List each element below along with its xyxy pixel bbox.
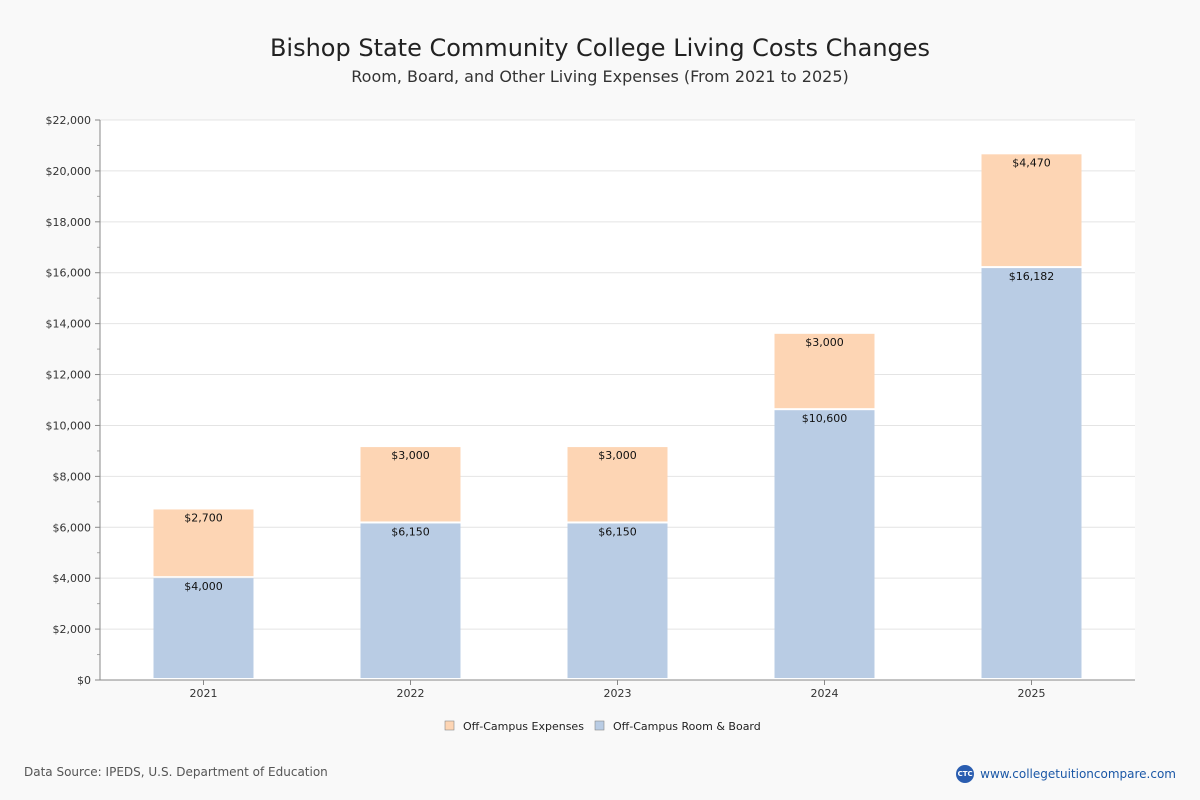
x-tick-label: 2022 [397,687,425,700]
legend-label: Off-Campus Room & Board [613,720,761,733]
bar-expenses [774,333,875,409]
site-link[interactable]: CTC www.collegetuitioncompare.com [956,765,1176,783]
y-tick-label: $22,000 [46,114,92,127]
data-label: $16,182 [1009,270,1055,283]
legend-swatch [444,720,455,731]
chart-subtitle: Room, Board, and Other Living Expenses (… [351,67,849,86]
bar-room-board [153,578,254,678]
data-label: $3,000 [598,449,637,462]
bar-expenses [981,154,1082,267]
y-tick-label: $18,000 [46,216,92,229]
bar-expenses [567,447,668,522]
y-tick-label: $12,000 [46,369,92,382]
data-source-note: Data Source: IPEDS, U.S. Department of E… [24,765,328,779]
data-label: $4,000 [184,580,223,593]
x-tick-label: 2025 [1018,687,1046,700]
bar-expenses [360,447,461,522]
data-label: $6,150 [391,525,430,538]
y-tick-label: $10,000 [46,419,92,432]
bar-room-board [567,523,668,678]
y-tick-label: $4,000 [53,572,92,585]
x-tick-label: 2023 [604,687,632,700]
y-tick-label: $6,000 [53,521,92,534]
bar-expenses [153,509,254,577]
chart-title: Bishop State Community College Living Co… [269,34,931,62]
y-tick-label: $2,000 [53,623,92,636]
data-label: $6,150 [598,525,637,538]
ctc-logo-icon: CTC [956,765,975,783]
bar-room-board [774,410,875,678]
site-url[interactable]: www.collegetuitioncompare.com [980,767,1176,781]
x-tick-label: 2021 [190,687,218,700]
bar-room-board [981,268,1082,678]
y-tick-label: $8,000 [53,470,92,483]
legend-label: Off-Campus Expenses [463,720,584,733]
data-label: $10,600 [802,412,848,425]
y-tick-label: $16,000 [46,267,92,280]
bar-room-board [360,523,461,678]
legend-swatch [594,720,605,731]
data-label: $4,470 [1012,156,1051,169]
data-label: $3,000 [391,449,430,462]
y-tick-label: $0 [77,674,91,687]
y-tick-label: $14,000 [46,318,92,331]
y-tick-label: $20,000 [46,165,92,178]
x-tick-label: 2024 [811,687,839,700]
data-label: $3,000 [805,336,844,349]
data-label: $2,700 [184,511,223,524]
